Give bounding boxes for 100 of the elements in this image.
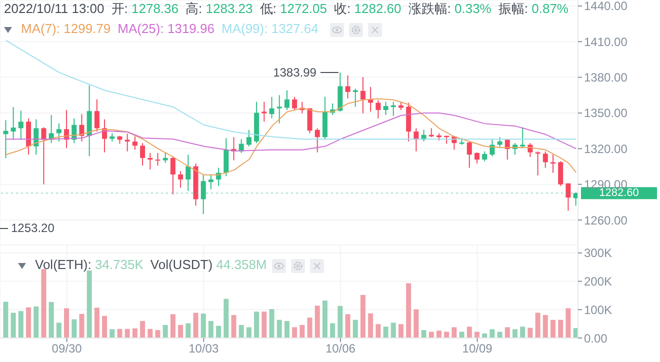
bar bbox=[368, 313, 374, 338]
candlestick bbox=[466, 140, 472, 168]
bar bbox=[94, 308, 100, 338]
bar bbox=[186, 323, 191, 338]
x-tick-label: 10/03 bbox=[188, 342, 219, 356]
text: MA(7): bbox=[21, 21, 60, 36]
bar bbox=[193, 312, 198, 338]
candlestick bbox=[550, 154, 556, 174]
candlestick bbox=[368, 86, 374, 112]
bar bbox=[34, 306, 39, 338]
candlestick bbox=[383, 101, 388, 116]
candlestick bbox=[186, 154, 191, 192]
y-tick-label: 1350.00 bbox=[584, 106, 628, 120]
candlestick bbox=[566, 182, 571, 212]
candlestick bbox=[148, 152, 153, 170]
bar bbox=[246, 327, 252, 338]
candlestick bbox=[246, 129, 252, 147]
bar bbox=[436, 330, 442, 338]
candlestick bbox=[558, 160, 564, 187]
candlestick bbox=[224, 138, 229, 177]
bar bbox=[79, 314, 84, 338]
bar bbox=[148, 328, 153, 338]
annotation: 低: bbox=[260, 1, 276, 16]
x-tick-label: 10/06 bbox=[325, 342, 356, 356]
bar bbox=[276, 320, 282, 338]
candlestick bbox=[314, 128, 320, 153]
candlestick bbox=[18, 110, 24, 140]
candlestick bbox=[79, 114, 84, 142]
bar bbox=[383, 326, 388, 338]
bar bbox=[512, 329, 518, 338]
bar bbox=[178, 324, 184, 338]
bar bbox=[64, 308, 70, 338]
candlestick bbox=[208, 174, 214, 190]
y-tick-label: 1440.00 bbox=[584, 0, 628, 14]
bar bbox=[292, 327, 298, 338]
candlestick bbox=[56, 122, 62, 142]
x-tick-label: 10/09 bbox=[462, 342, 493, 356]
bar bbox=[520, 326, 526, 338]
bar bbox=[550, 320, 556, 338]
bar bbox=[490, 329, 495, 338]
candlestick bbox=[178, 170, 184, 188]
candlestick bbox=[528, 142, 533, 158]
bar bbox=[398, 324, 404, 338]
bar bbox=[345, 314, 350, 338]
text: MA(25): bbox=[118, 21, 164, 36]
bar bbox=[542, 315, 548, 338]
annotation: 收: bbox=[334, 1, 351, 16]
annotation: 涨跌幅: bbox=[408, 1, 451, 16]
bar bbox=[421, 330, 426, 338]
candlestick bbox=[474, 152, 480, 164]
candlestick bbox=[170, 156, 176, 195]
annotation: 1327.64 bbox=[271, 21, 318, 36]
annotation: 1278.36 bbox=[132, 1, 178, 16]
annotation: 1272.05 bbox=[280, 1, 327, 16]
bar bbox=[504, 327, 510, 338]
bar bbox=[528, 328, 533, 338]
candlestick bbox=[124, 133, 130, 152]
annotation: 1283.23 bbox=[206, 1, 253, 16]
candlestick bbox=[162, 152, 168, 164]
bar bbox=[18, 311, 24, 338]
candlestick bbox=[41, 126, 46, 185]
candlestick bbox=[132, 136, 138, 150]
bar bbox=[10, 312, 16, 338]
bar bbox=[466, 326, 472, 338]
annotation: 0.87% bbox=[532, 1, 568, 16]
annotation: 高: bbox=[186, 1, 202, 16]
bar bbox=[360, 294, 366, 338]
annotation: 振幅: bbox=[498, 1, 528, 16]
bar bbox=[269, 309, 274, 338]
annotation: 44.358M bbox=[216, 257, 267, 272]
bar bbox=[352, 320, 358, 338]
bar bbox=[224, 298, 229, 338]
candlestick bbox=[276, 94, 282, 124]
bar bbox=[3, 302, 8, 338]
y-tick-label: 200K bbox=[584, 274, 612, 289]
annotation: 34.735K bbox=[94, 257, 144, 272]
bar bbox=[535, 312, 540, 338]
annotation: 1282.60 bbox=[354, 1, 402, 16]
annotation: 0.33% bbox=[454, 1, 492, 16]
bar bbox=[162, 324, 168, 338]
y-tick-label: 1380.00 bbox=[584, 70, 628, 85]
bar bbox=[110, 329, 115, 338]
candlestick bbox=[3, 120, 8, 159]
annotation: Vol(ETH): bbox=[35, 257, 92, 272]
bar bbox=[307, 318, 312, 338]
bar bbox=[48, 302, 54, 338]
bar bbox=[117, 328, 122, 338]
candlestick bbox=[94, 98, 100, 132]
bar bbox=[132, 328, 138, 338]
line-series bbox=[6, 112, 577, 152]
candlestick bbox=[262, 101, 267, 122]
bar bbox=[208, 320, 214, 338]
candlestick bbox=[284, 90, 290, 111]
annotation: Vol(USDT) bbox=[150, 257, 213, 272]
y-tick-label: 300K bbox=[584, 246, 612, 260]
candlestick bbox=[490, 138, 495, 157]
bar bbox=[314, 306, 320, 338]
bar bbox=[338, 306, 343, 338]
bar bbox=[330, 323, 336, 338]
annotation: 1383.99 bbox=[273, 66, 317, 80]
